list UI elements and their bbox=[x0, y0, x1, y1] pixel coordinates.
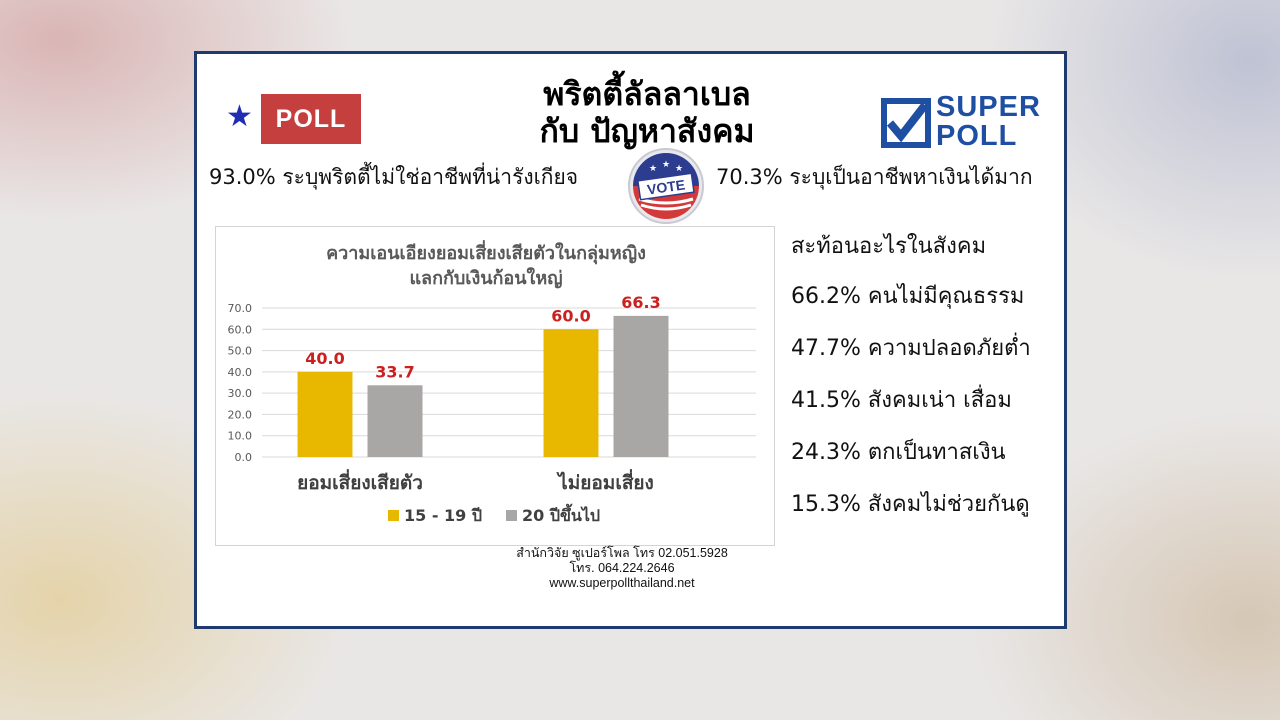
poll-badge: POLL bbox=[261, 94, 361, 144]
legend-label: 15 - 19 ปี bbox=[404, 506, 482, 525]
category-label: ไม่ยอมเสี่ยง bbox=[556, 469, 654, 494]
category-label: ยอมเสี่ยงเสียตัว bbox=[297, 469, 423, 494]
reflection-item: 47.7% ความปลอดภัยต่ำ bbox=[791, 336, 1031, 361]
chart-title-line1: ความเอนเอียงยอมเสี่ยงเสียตัวในกลุ่มหญิง bbox=[326, 240, 646, 265]
chart-title-line2: แลกกับเงินก้อนใหญ่ bbox=[409, 267, 562, 289]
logo-text-poll: POLL bbox=[936, 120, 1018, 152]
y-tick-label: 40.0 bbox=[228, 366, 253, 379]
reflection-item: 41.5% สังคมเน่า เสื่อม bbox=[791, 388, 1012, 413]
checkmark-logo-icon bbox=[881, 98, 931, 148]
y-tick-label: 0.0 bbox=[235, 451, 253, 464]
data-label: 60.0 bbox=[551, 306, 590, 325]
legend-swatch bbox=[506, 510, 517, 521]
page-title-line1: พริตตี้ลัลลาเบล bbox=[543, 75, 751, 113]
y-tick-label: 30.0 bbox=[228, 387, 253, 400]
y-tick-label: 70.0 bbox=[228, 302, 253, 315]
page-title-line2: กับ ปัญหาสังคม bbox=[539, 112, 755, 150]
y-tick-label: 10.0 bbox=[228, 430, 253, 443]
bar bbox=[367, 385, 423, 457]
legend-label: 20 ปีขึ้นไป bbox=[522, 503, 600, 525]
stat-left: 93.0% ระบุพริตตี้ไม่ใช่อาชีพที่น่ารังเกี… bbox=[209, 165, 579, 189]
svg-text:★: ★ bbox=[662, 160, 670, 170]
bar-chart: ความเอนเอียงยอมเสี่ยงเสียตัวในกลุ่มหญิงแ… bbox=[215, 226, 775, 546]
bar bbox=[543, 329, 599, 457]
reflection-heading: สะท้อนอะไรในสังคม bbox=[791, 234, 987, 259]
svg-text:★: ★ bbox=[675, 164, 683, 174]
bar-chart-svg: ความเอนเอียงยอมเสี่ยงเสียตัวในกลุ่มหญิงแ… bbox=[228, 240, 756, 525]
bar bbox=[613, 315, 669, 457]
vote-badge-icon: ★ ★ ★ VOTE bbox=[628, 148, 704, 224]
y-tick-label: 50.0 bbox=[228, 345, 253, 358]
star-icon: ★ bbox=[226, 99, 253, 134]
bar bbox=[297, 371, 353, 457]
data-label: 40.0 bbox=[305, 349, 344, 368]
credits-line2: โทร. 064.224.2646 bbox=[569, 561, 675, 575]
data-label: 33.7 bbox=[375, 362, 414, 381]
credits: สำนักวิจัย ซูเปอร์โพล โทร 02.051.5928 โท… bbox=[447, 546, 797, 591]
reflection-item: 15.3% สังคมไม่ช่วยกันดู bbox=[791, 492, 1030, 517]
logo-text-super: SUPER bbox=[936, 91, 1041, 123]
svg-text:VOTE: VOTE bbox=[646, 176, 686, 197]
poll-infographic-panel: ★ POLL พริตตี้ลัลลาเบล กับ ปัญหาสังคม SU… bbox=[194, 51, 1067, 629]
credits-line1: สำนักวิจัย ซูเปอร์โพล โทร 02.051.5928 bbox=[516, 546, 728, 560]
stat-right: 70.3% ระบุเป็นอาชีพหาเงินได้มาก bbox=[716, 165, 1033, 189]
y-tick-label: 20.0 bbox=[228, 408, 253, 421]
svg-text:★: ★ bbox=[649, 164, 657, 174]
reflection-item: 24.3% ตกเป็นทาสเงิน bbox=[791, 440, 1006, 465]
credits-url: www.superpollthailand.net bbox=[549, 576, 695, 590]
reflection-item: 66.2% คนไม่มีคุณธรรม bbox=[791, 284, 1025, 309]
legend-swatch bbox=[388, 510, 399, 521]
data-label: 66.3 bbox=[621, 293, 660, 312]
y-tick-label: 60.0 bbox=[228, 323, 253, 336]
